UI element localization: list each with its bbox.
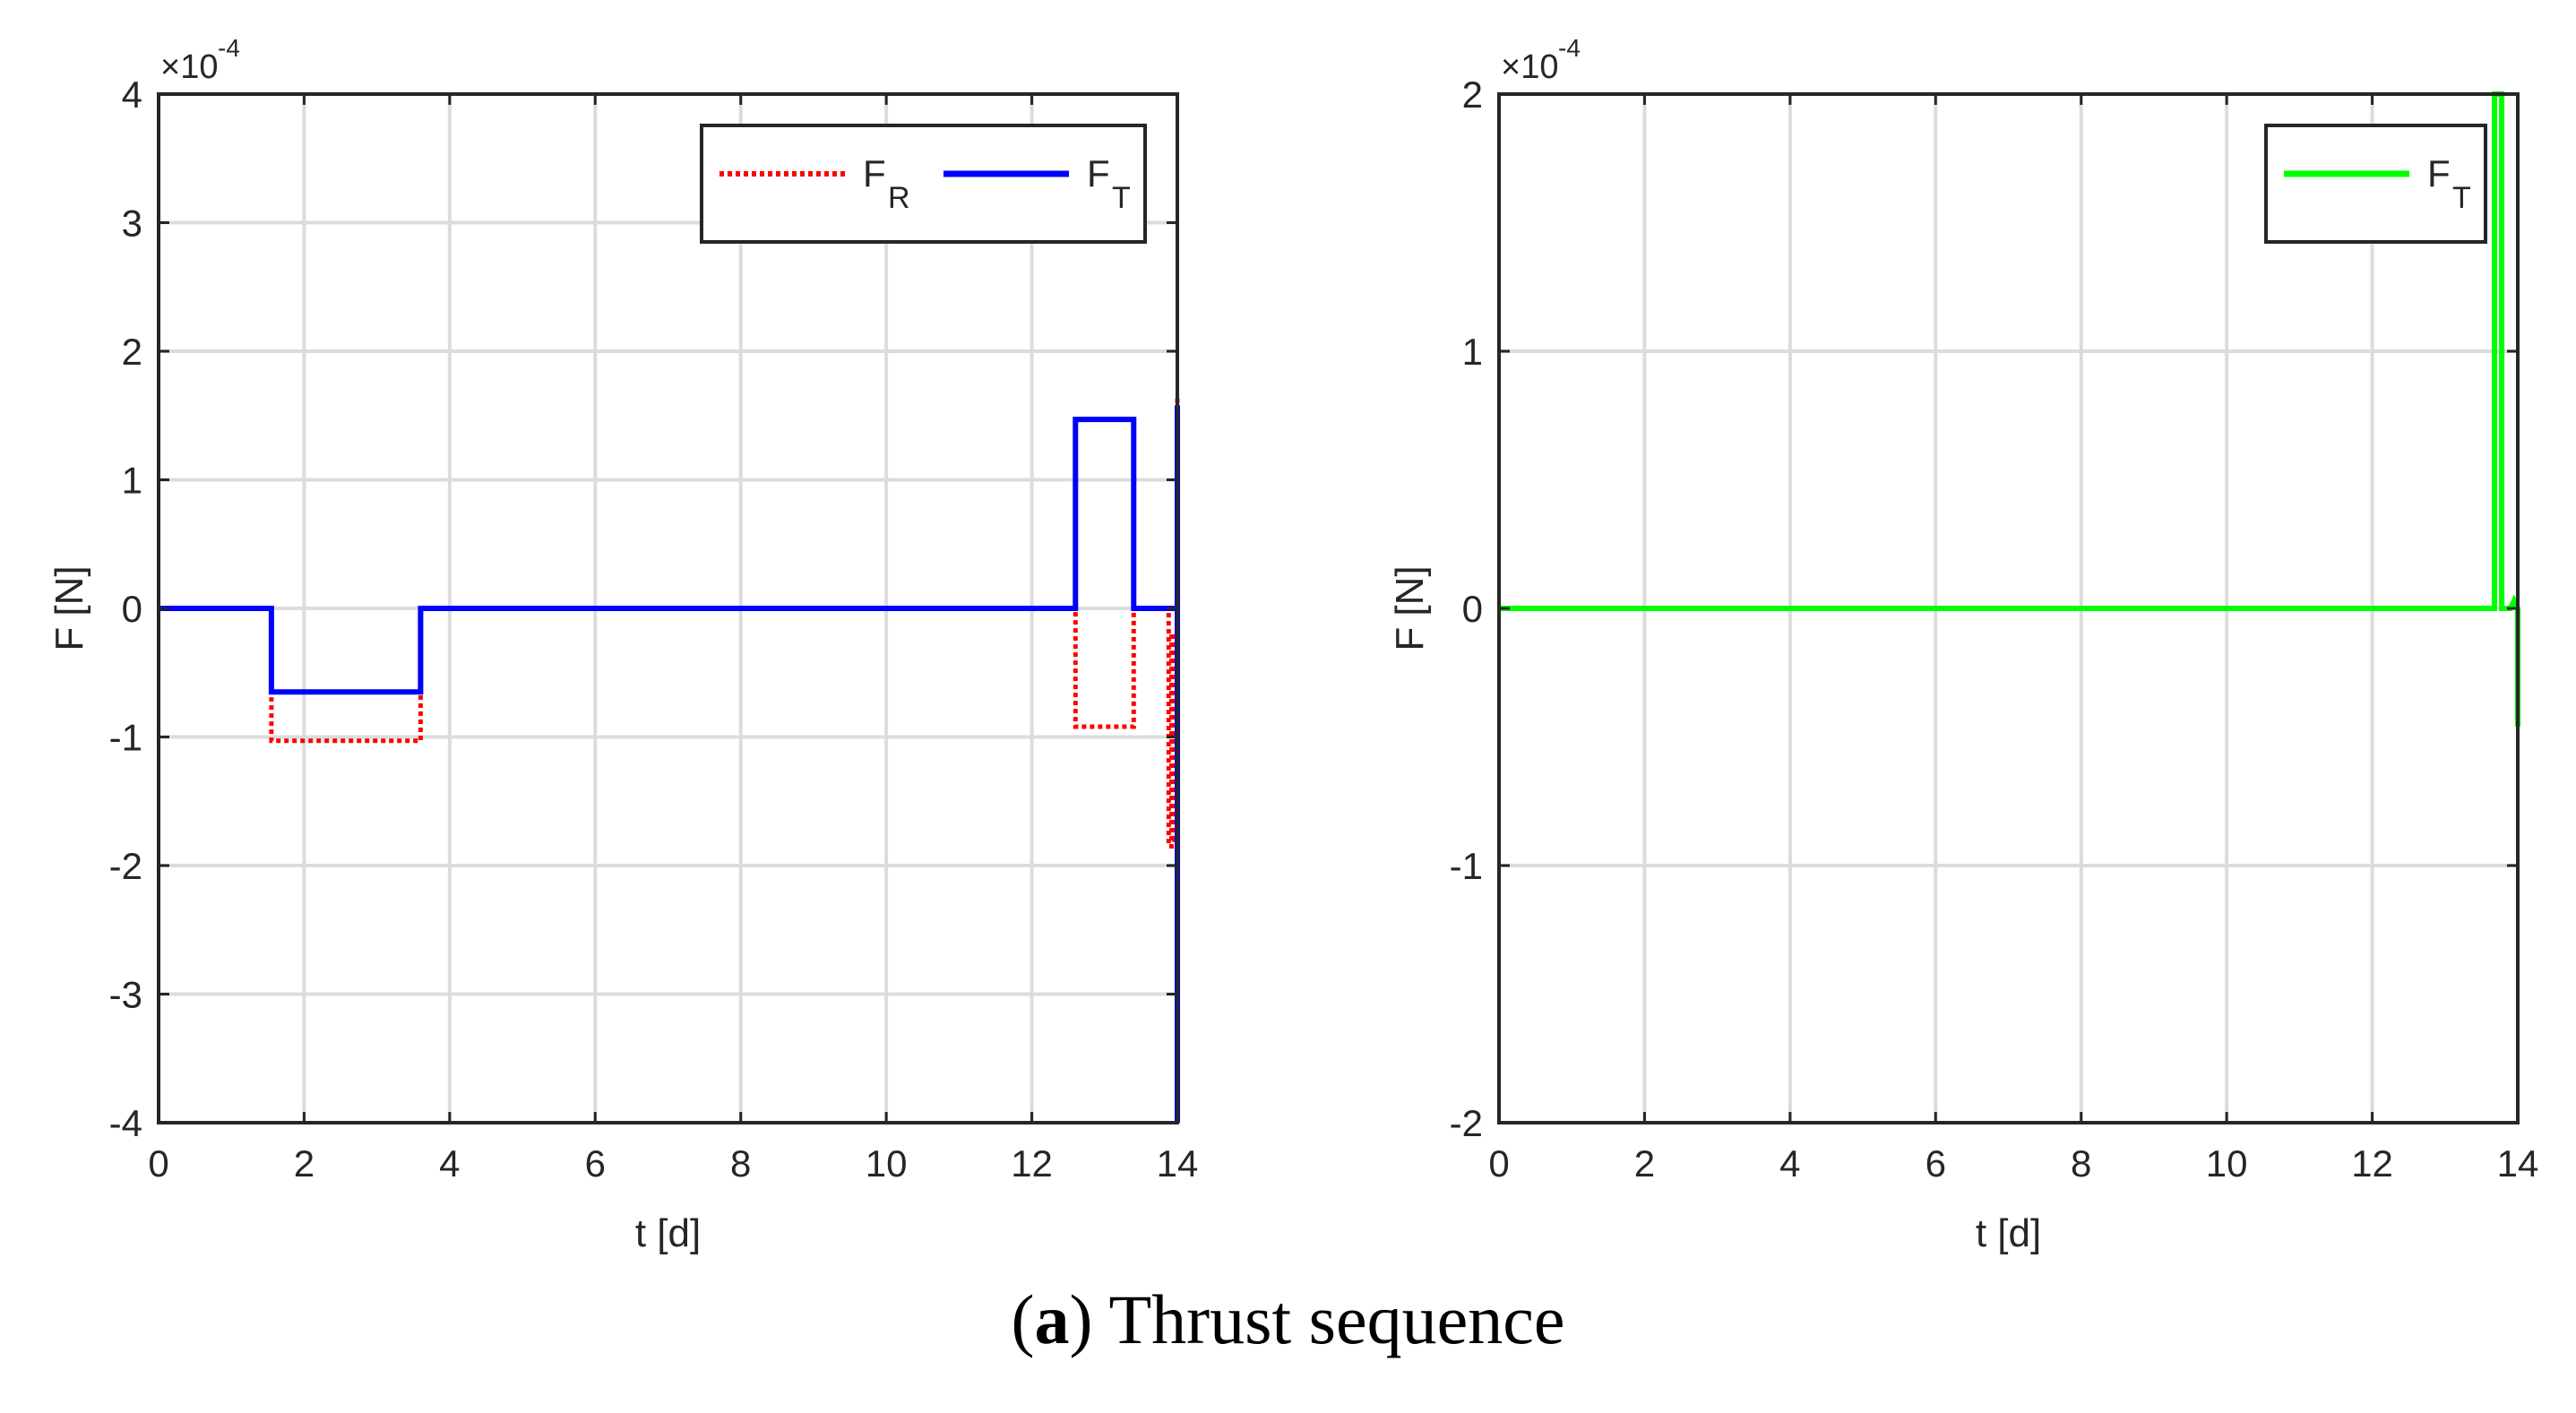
y-tick-label: -3 <box>109 974 142 1016</box>
legend-label-subscript: T <box>2452 181 2471 215</box>
x-tick-label: 10 <box>866 1142 908 1185</box>
legend-box <box>2264 124 2487 244</box>
y-tick-label: -2 <box>109 845 142 887</box>
x-tick-label: 12 <box>2351 1142 2393 1185</box>
x-tick-label: 12 <box>1011 1142 1053 1185</box>
x-tick-label: 14 <box>2497 1142 2539 1185</box>
y-exponent-power: -4 <box>218 34 240 62</box>
x-tick-label: 0 <box>1488 1142 1509 1185</box>
x-tick-label: 10 <box>2206 1142 2248 1185</box>
y-tick-label: -2 <box>1450 1102 1483 1144</box>
y-tick-label: 1 <box>1462 331 1483 373</box>
y-exponent-label: ×10 <box>160 48 218 86</box>
x-tick-label: 6 <box>1926 1142 1946 1185</box>
caption-letter: a <box>1034 1280 1070 1358</box>
y-tick-label: 0 <box>1462 588 1483 630</box>
figure-caption: (a) Thrust sequence <box>1011 1280 1565 1358</box>
x-tick-label: 2 <box>1634 1142 1655 1185</box>
y-tick-label: 2 <box>122 331 142 373</box>
x-tick-label: 8 <box>2071 1142 2091 1185</box>
legend-label: F <box>2427 152 2451 194</box>
y-tick-label: -1 <box>109 717 142 759</box>
y-tick-label: 2 <box>1462 73 1483 116</box>
y-tick-label: -4 <box>109 1102 142 1144</box>
caption-text: Thrust sequence <box>1108 1280 1565 1358</box>
legend-label: F <box>863 152 886 194</box>
legend-label: F <box>1087 152 1110 194</box>
y-tick-label: 4 <box>122 73 142 116</box>
x-tick-label: 4 <box>439 1142 460 1185</box>
x-axis-label: t [d] <box>635 1211 701 1255</box>
legend-label-subscript: T <box>1112 181 1131 215</box>
y-tick-label: 0 <box>122 588 142 630</box>
y-tick-label: 1 <box>122 460 142 502</box>
x-tick-label: 4 <box>1779 1142 1800 1185</box>
y-tick-label: -1 <box>1450 845 1483 887</box>
legend-box <box>700 124 1147 244</box>
y-axis-label: F [N] <box>47 565 91 650</box>
y-exponent-label: ×10 <box>1501 48 1558 86</box>
x-tick-label: 6 <box>585 1142 606 1185</box>
x-tick-label: 2 <box>294 1142 314 1185</box>
x-axis-label: t [d] <box>1976 1211 2041 1255</box>
y-exponent-power: -4 <box>1558 34 1581 62</box>
legend-label-subscript: R <box>888 181 910 215</box>
x-tick-label: 14 <box>1157 1142 1199 1185</box>
x-tick-label: 0 <box>148 1142 168 1185</box>
y-axis-label: F [N] <box>1388 565 1432 650</box>
y-tick-label: 3 <box>122 202 142 245</box>
x-tick-label: 8 <box>730 1142 751 1185</box>
